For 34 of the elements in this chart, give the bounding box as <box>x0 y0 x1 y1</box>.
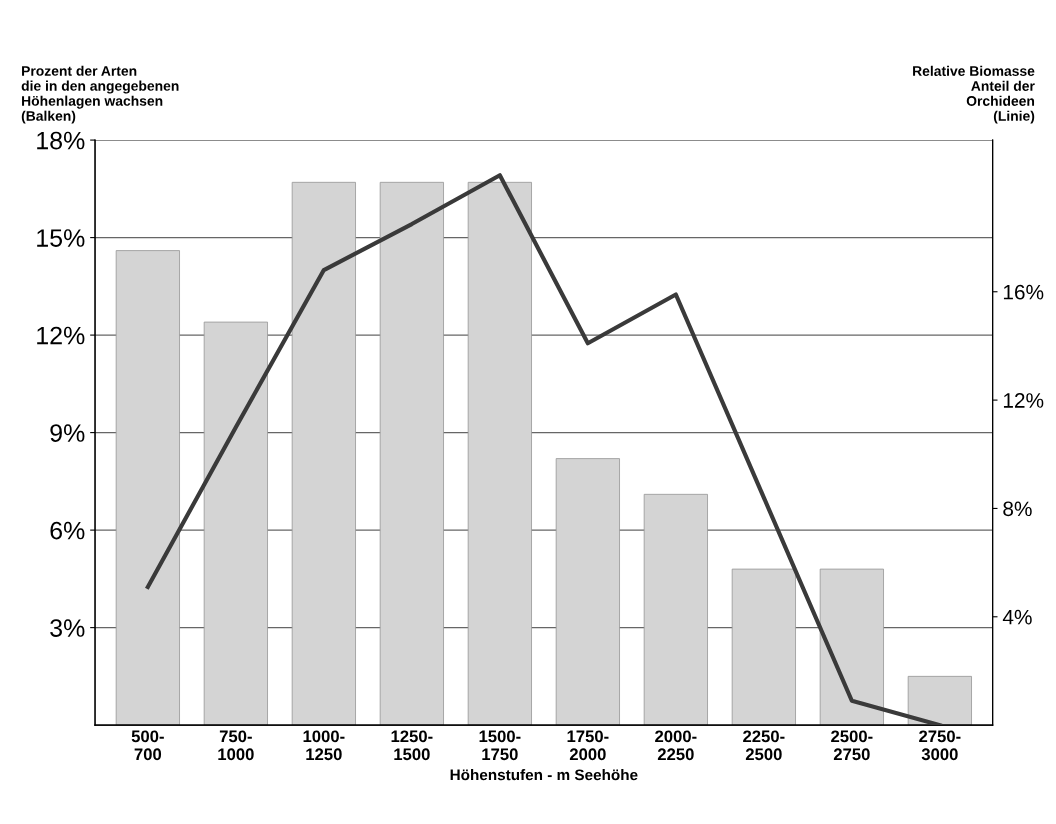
bar <box>115 250 180 726</box>
y2-tick-label: 16% <box>1003 284 1044 300</box>
bar <box>819 568 884 726</box>
bar <box>907 675 972 726</box>
line-series <box>145 173 942 726</box>
x-tick-label: 2500- 2750 <box>831 730 873 761</box>
y2-axis-title: Relative Biomasse Anteil der Orchideen (Linie) <box>913 65 1035 124</box>
bar <box>643 493 708 726</box>
y-tick-label: 12% <box>37 326 85 345</box>
x-tick-label: 2250- 2500 <box>743 730 785 761</box>
y-tick-label: 9% <box>50 424 85 442</box>
y-tick-label: 3% <box>50 619 85 637</box>
y-tick-label: 18% <box>37 131 85 150</box>
bar <box>203 321 268 726</box>
x-tick-label: 500- 700 <box>131 730 164 761</box>
x-tick-label: 1500- 1750 <box>479 730 521 761</box>
bar <box>291 181 356 726</box>
x-tick-label: 750- 1000 <box>218 730 254 761</box>
y2-tick-label: 8% <box>1003 501 1032 517</box>
x-axis-title: Höhenstufen - m Seehöhe <box>450 769 638 781</box>
y-tick-label: 6% <box>50 521 85 540</box>
bar <box>379 181 444 726</box>
y-axis-title: Prozent der Arten die in den angegebenen Höhenlagen wachsen (Balken) <box>21 65 179 124</box>
x-tick-label: 1000- 1250 <box>303 730 345 761</box>
bar <box>731 568 796 726</box>
x-tick-label: 1750- 2000 <box>567 730 609 761</box>
bar <box>555 458 620 726</box>
x-tick-label: 1250- 1500 <box>391 730 433 761</box>
bar <box>467 181 532 726</box>
x-tick-label: 2750- 3000 <box>919 730 961 761</box>
x-tick-label: 2000- 2250 <box>655 730 697 761</box>
y2-tick-label: 4% <box>1002 609 1032 625</box>
y-tick-label: 15% <box>37 229 85 247</box>
y2-tick-label: 12% <box>1003 393 1044 408</box>
